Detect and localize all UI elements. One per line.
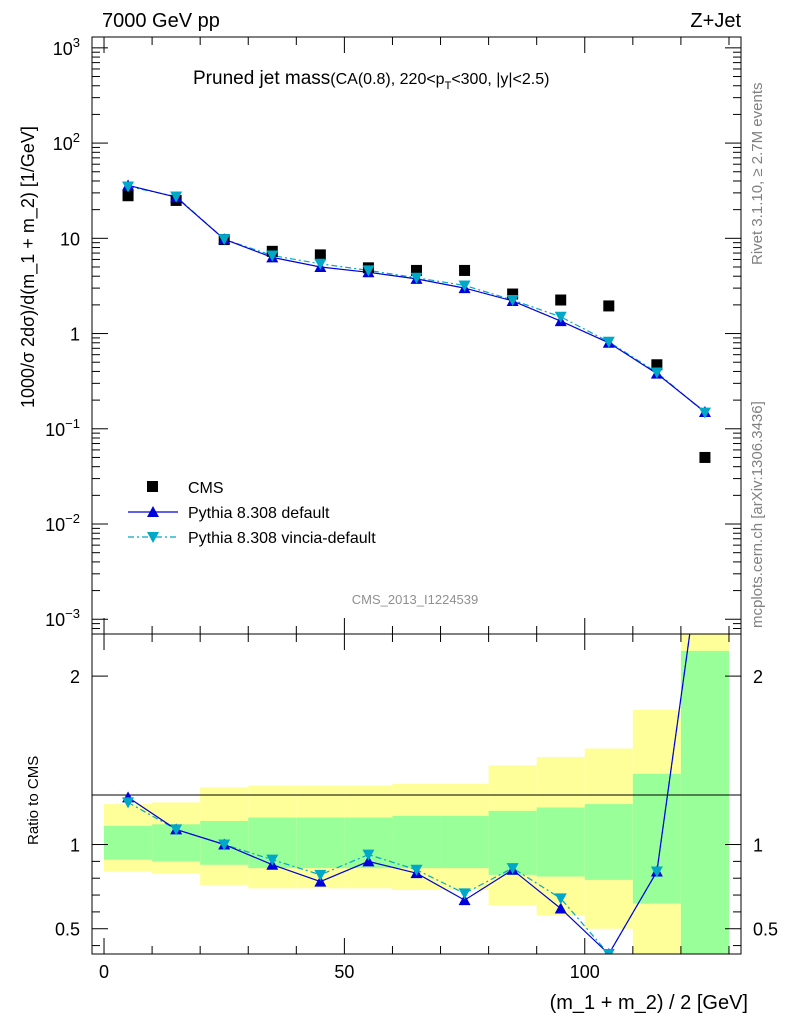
vincia-point <box>458 280 471 292</box>
ratio-vincia-point <box>218 839 231 851</box>
main-title-subsub: T <box>445 80 452 92</box>
uncertainty-band-inner <box>632 773 681 904</box>
vincia-point <box>554 311 567 323</box>
ratio-ytick-label: 2 <box>70 667 80 687</box>
vincia-point <box>266 250 279 262</box>
ratio-ytick-label-right: 1 <box>753 836 763 856</box>
vincia-point <box>170 191 183 203</box>
analysis-id: CMS_2013_I1224539 <box>352 592 479 607</box>
uncertainty-band-inner <box>296 817 345 869</box>
main-ytick-label: 1 <box>70 325 80 345</box>
ratio-vincia-point <box>170 824 183 836</box>
cms-point <box>603 300 615 312</box>
main-panel: 10−3 10−2 10−1 1 10 102 103 Pruned jet mass(CA… <box>18 35 742 635</box>
uncertainty-band-inner <box>104 826 153 860</box>
ratio-default-point <box>314 875 327 887</box>
cms-point <box>507 288 519 300</box>
legend-label-default: Pythia 8.308 default <box>188 505 330 522</box>
main-ytick-label: 10−1 <box>45 416 80 440</box>
cms-point <box>314 249 326 261</box>
legend: CMS Pythia 8.308 default Pythia 8.308 vi… <box>128 480 376 547</box>
main-title: Pruned jet mass(CA(0.8), 220<pT<300, |y|… <box>193 68 549 92</box>
ratio-xlabel: (m_1 + m_2) / 2 [GeV] <box>550 992 748 1014</box>
vincia-point <box>218 234 231 246</box>
legend-marker-vincia <box>147 532 159 543</box>
legend-marker-default <box>147 506 159 517</box>
ratio-ytick-label-right: 2 <box>753 667 763 687</box>
series-line-vincia <box>127 185 706 414</box>
cms-point <box>555 294 567 306</box>
series-line-default <box>127 184 706 413</box>
ratio-ytick-label: 1 <box>70 836 80 856</box>
vincia-point <box>410 272 423 284</box>
ratio-panel: 0.5 0.5 1 1 2 2 0 50 100 Ratio to CMS (m_1 + m_2… <box>25 633 778 1014</box>
vincia-point <box>506 295 519 307</box>
energy-label: 7000 GeV pp <box>102 10 220 32</box>
rivet-label: Rivet 3.1.10, ≥ 2.7M events <box>749 83 766 266</box>
process-label: Z+Jet <box>690 10 741 32</box>
main-title-sub: (CA(0.8), 220<p <box>330 71 444 88</box>
ratio-vincia-point <box>458 888 471 900</box>
ratio-ytick-label: 0.5 <box>55 920 80 940</box>
cms-point <box>411 264 422 276</box>
vincia-point <box>314 258 327 270</box>
ratio-xtick-label: 100 <box>570 962 600 982</box>
legend-label-vincia: Pythia 8.308 vincia-default <box>188 530 376 547</box>
vincia-point <box>362 265 375 277</box>
ratio-vincia-point <box>122 797 135 809</box>
uncertainty-band-inner <box>584 804 633 880</box>
ratio-vincia-point <box>602 949 615 954</box>
uncertainty-band-inner <box>680 650 729 954</box>
legend-label-cms: CMS <box>188 480 224 497</box>
ratio-vincia-point <box>314 869 327 881</box>
ratio-xtick-label: 50 <box>334 962 354 982</box>
uncertainty-band-inner <box>392 815 441 869</box>
cms-point <box>459 264 471 276</box>
main-ytick-label: 10−2 <box>45 511 80 535</box>
ratio-default-point <box>362 855 375 867</box>
ratio-vincia-point <box>506 863 519 875</box>
ratio-vincia-point <box>410 864 423 876</box>
cms-point <box>122 190 134 202</box>
uncertainty-band-inner <box>440 815 489 869</box>
ratio-ytick-label-right: 0.5 <box>753 920 778 940</box>
vincia-point <box>602 336 615 348</box>
main-title-main: Pruned jet mass <box>193 68 330 89</box>
vincia-point <box>698 407 711 419</box>
uncertainty-band-inner <box>536 807 585 877</box>
ratio-vincia-point <box>362 849 375 861</box>
cms-point <box>699 451 711 463</box>
main-ytick-label: 103 <box>53 35 80 59</box>
vincia-point <box>122 181 135 193</box>
ratio-vincia-point <box>650 866 663 878</box>
cms-point <box>651 359 663 371</box>
main-ytick-label: 10−3 <box>45 606 80 630</box>
vincia-point <box>650 367 663 379</box>
main-title-end: <300, |y|<2.5) <box>451 71 549 88</box>
legend-marker-cms <box>147 481 158 492</box>
main-ylabel: 1000/σ 2dσ)/d(m_1 + m_2) [1/GeV] <box>18 126 39 408</box>
main-ytick-label: 10 <box>60 229 80 249</box>
ratio-ylabel: Ratio to CMS <box>25 756 42 845</box>
ratio-frame <box>91 633 742 955</box>
ratio-xtick-label: 0 <box>99 962 109 982</box>
ratio-default-point <box>554 902 567 914</box>
ratio-vincia-point <box>554 893 567 905</box>
ratio-vincia-point <box>266 854 279 866</box>
main-ytick-label: 102 <box>53 130 80 154</box>
ratio-default-point <box>458 894 471 906</box>
mcplots-label: mcplots.cern.ch [arXiv:1306.3436] <box>749 401 766 628</box>
